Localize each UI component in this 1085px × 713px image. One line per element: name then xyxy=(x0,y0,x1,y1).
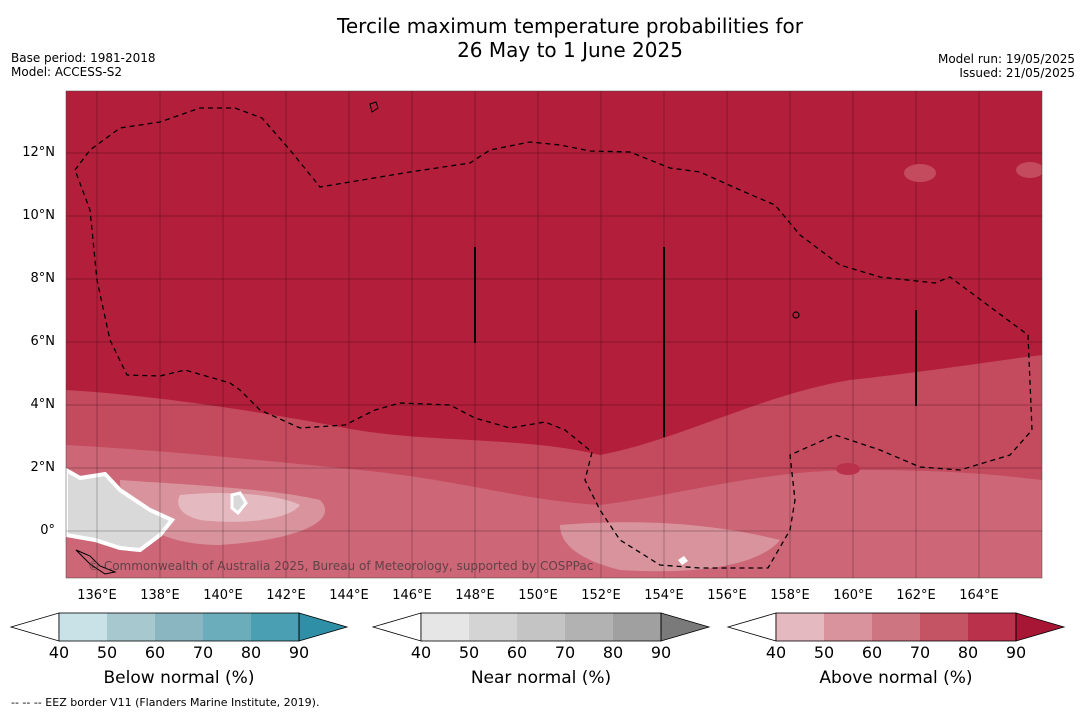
model-run: Model run: 19/05/2025 xyxy=(937,52,1075,66)
near-tick-40: 40 xyxy=(410,643,432,662)
above-normal-label: Above normal (%) xyxy=(819,668,973,688)
meta-right: Model run: 19/05/2025 Issued: 21/05/2025 xyxy=(938,52,1075,80)
title-line-2: 26 May to 1 June 2025 xyxy=(457,38,683,62)
colorbar-below-bin-4 xyxy=(203,613,251,641)
colorbar-below-bin-5 xyxy=(251,613,299,641)
colorbar-above-bin-3 xyxy=(872,613,920,641)
colorbar-above-bin-5 xyxy=(968,613,1016,641)
map-area: © Commonwealth of Australia 2025, Bureau… xyxy=(66,91,1042,578)
below-tick-80: 80 xyxy=(240,643,262,662)
near-normal-patch xyxy=(230,491,248,516)
lon-label-164e: 164°E xyxy=(959,588,999,603)
lon-label-162e: 162°E xyxy=(896,588,936,603)
lon-label-156e: 156°E xyxy=(707,588,747,603)
near-normal-label: Near normal (%) xyxy=(470,668,612,688)
above-tick-60: 60 xyxy=(861,643,883,662)
colorbar-below-normal xyxy=(9,612,349,642)
lon-label-148e: 148°E xyxy=(455,588,495,603)
island-white xyxy=(678,556,688,565)
lat-label-0: 0° xyxy=(40,523,55,538)
lon-label-154e: 154°E xyxy=(644,588,684,603)
above-tick-90: 90 xyxy=(1005,643,1027,662)
near-tick-80: 80 xyxy=(602,643,624,662)
lat-label-2n: 2°N xyxy=(30,460,56,475)
lat-label-4n: 4°N xyxy=(30,397,56,412)
near-tick-90: 90 xyxy=(650,643,672,662)
coastline-fragment xyxy=(75,549,117,575)
colorbar-near-bin-4 xyxy=(565,613,613,641)
lat-label-6n: 6°N xyxy=(30,334,56,349)
lat-label-10n: 10°N xyxy=(22,208,55,223)
below-tick-50: 50 xyxy=(96,643,118,662)
colorbar-near-bin-2 xyxy=(469,613,517,641)
colorbar-near-arrow-right xyxy=(660,612,711,642)
colorbar-below-bin-1 xyxy=(59,613,107,641)
lon-label-140e: 140°E xyxy=(203,588,243,603)
issued-date: Issued: 21/05/2025 xyxy=(959,66,1075,80)
lat-label-12n: 12°N xyxy=(22,145,55,160)
island-highlight-3 xyxy=(836,463,860,475)
colorbar-near-bin-5 xyxy=(613,613,661,641)
colorbar-above-normal xyxy=(726,612,1066,642)
below-tick-40: 40 xyxy=(48,643,70,662)
below-normal-label: Below normal (%) xyxy=(103,668,255,688)
near-normal-region xyxy=(66,467,176,553)
near-tick-60: 60 xyxy=(506,643,528,662)
colorbar-below-arrow-right xyxy=(298,612,349,642)
near-tick-50: 50 xyxy=(458,643,480,662)
below-tick-70: 70 xyxy=(192,643,214,662)
lon-label-142e: 142°E xyxy=(266,588,306,603)
above-tick-40: 40 xyxy=(765,643,787,662)
above-tick-70: 70 xyxy=(909,643,931,662)
map-title: Tercile maximum temperature probabilitie… xyxy=(0,14,1085,62)
below-tick-90: 90 xyxy=(288,643,310,662)
colorbar-near-arrow-left xyxy=(371,612,422,642)
island-highlight xyxy=(904,164,936,182)
island-outline xyxy=(792,311,800,319)
colorbar-above-bin-4 xyxy=(920,613,968,641)
lon-label-158e: 158°E xyxy=(770,588,810,603)
above-tick-80: 80 xyxy=(957,643,979,662)
lon-label-144e: 144°E xyxy=(329,588,369,603)
above-tick-50: 50 xyxy=(813,643,835,662)
colorbar-below-outline xyxy=(58,612,300,642)
lon-label-152e: 152°E xyxy=(581,588,621,603)
colorbar-below-bin-2 xyxy=(107,613,155,641)
meta-left: Base period: 1981-2018 Model: ACCESS-S2 xyxy=(11,51,156,79)
lon-label-150e: 150°E xyxy=(518,588,558,603)
colorbar-above-arrow-left xyxy=(726,612,777,642)
base-period: Base period: 1981-2018 xyxy=(11,51,156,65)
probability-band-50b xyxy=(560,522,780,572)
title-line-1: Tercile maximum temperature probabilitie… xyxy=(337,14,803,38)
colorbar-below-arrow-left xyxy=(9,612,60,642)
colorbar-near-normal xyxy=(371,612,711,642)
lon-label-136e: 136°E xyxy=(77,588,117,603)
lon-label-138e: 138°E xyxy=(140,588,180,603)
map-watermark: © Commonwealth of Australia 2025, Bureau… xyxy=(88,559,593,573)
lon-label-160e: 160°E xyxy=(833,588,873,603)
colorbar-above-bin-2 xyxy=(824,613,872,641)
near-tick-70: 70 xyxy=(554,643,576,662)
colorbar-above-bin-1 xyxy=(776,613,824,641)
colorbar-near-bin-1 xyxy=(421,613,469,641)
below-tick-60: 60 xyxy=(144,643,166,662)
colorbar-above-outline xyxy=(775,612,1017,642)
colorbar-above-arrow-right xyxy=(1015,612,1066,642)
colorbar-near-bin-3 xyxy=(517,613,565,641)
lat-label-8n: 8°N xyxy=(30,271,56,286)
probability-band-60 xyxy=(66,445,1042,578)
map-frame xyxy=(65,90,1043,579)
eez-border xyxy=(74,107,1033,569)
eez-footnote: -- -- -- EEZ border V11 (Flanders Marine… xyxy=(11,696,320,709)
model-name: Model: ACCESS-S2 xyxy=(11,65,123,79)
colorbar-below-bin-3 xyxy=(155,613,203,641)
island-outline-2 xyxy=(369,101,379,113)
lon-label-146e: 146°E xyxy=(392,588,432,603)
island-highlight-2 xyxy=(1016,162,1042,178)
colorbar-near-outline xyxy=(420,612,662,642)
